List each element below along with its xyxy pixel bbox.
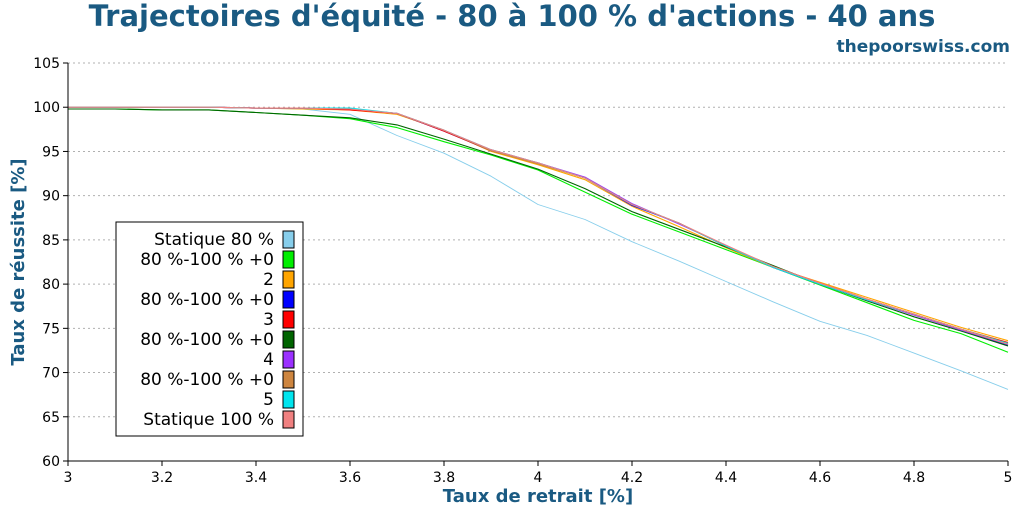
legend-swatch: [282, 250, 295, 269]
y-axis-title: Taux de réussite [%]: [8, 158, 29, 365]
legend-swatch: [282, 310, 295, 329]
chart-title: Trajectoires d'équité - 80 à 100 % d'act…: [89, 0, 936, 33]
legend-label: 80 %-100 % +0: [140, 330, 274, 350]
legend-label: 4: [263, 350, 274, 370]
legend-swatch: [282, 370, 295, 389]
x-tick-label: 4.8: [903, 470, 925, 486]
y-tick-label: 100: [33, 100, 60, 116]
y-tick-label: 65: [42, 410, 60, 426]
legend-swatch: [282, 390, 295, 409]
legend-label: 2: [263, 270, 274, 290]
legend-swatch: [282, 410, 295, 429]
legend-label: 80 %-100 % +0: [140, 250, 274, 270]
legend-swatch: [282, 290, 295, 309]
legend-label: 5: [263, 390, 274, 410]
x-tick-label: 4.4: [715, 470, 737, 486]
x-tick-label: 5: [1004, 470, 1013, 486]
legend-label: 3: [263, 310, 274, 330]
legend-label: 80 %-100 % +0: [140, 290, 274, 310]
legend-swatch: [282, 230, 295, 249]
x-tick-label: 3.2: [151, 470, 173, 486]
x-tick-label: 4.6: [809, 470, 831, 486]
legend-swatch: [282, 270, 295, 289]
y-tick-label: 60: [42, 454, 60, 470]
y-tick-label: 80: [42, 277, 60, 293]
axis-layer: 60 65 70 75 80 85 90 95 100 105 3 3.2 3.4 3.6 3.8 4 4.2 4…: [33, 56, 1012, 486]
y-tick-label: 75: [42, 321, 60, 337]
x-axis-title: Taux de retrait [%]: [443, 486, 633, 507]
y-tick-label: 70: [42, 366, 60, 382]
x-tick-label: 3.4: [245, 470, 267, 486]
x-tick-label: 4.2: [621, 470, 643, 486]
y-tick-label: 105: [33, 56, 60, 72]
y-tick-label: 85: [42, 233, 60, 249]
y-tick-label: 90: [42, 189, 60, 205]
legend-label: Statique 80 %: [154, 230, 274, 250]
chart-subtitle: thepoorswiss.com: [837, 37, 1011, 57]
legend-swatch: [282, 330, 295, 349]
legend-label: Statique 100 %: [143, 410, 274, 430]
x-tick-label: 3.8: [433, 470, 455, 486]
series-line: [68, 106, 1009, 345]
series-layer: [68, 106, 1009, 390]
y-tick-label: 95: [42, 144, 60, 160]
legend-swatch: [282, 350, 295, 369]
legend-label: 80 %-100 % +0: [140, 370, 274, 390]
legend-box: [115, 221, 304, 437]
x-tick-label: 3.6: [339, 470, 361, 486]
x-tick-label: 4: [534, 470, 543, 486]
series-line: [68, 108, 1009, 347]
x-tick-label: 3: [64, 470, 73, 486]
